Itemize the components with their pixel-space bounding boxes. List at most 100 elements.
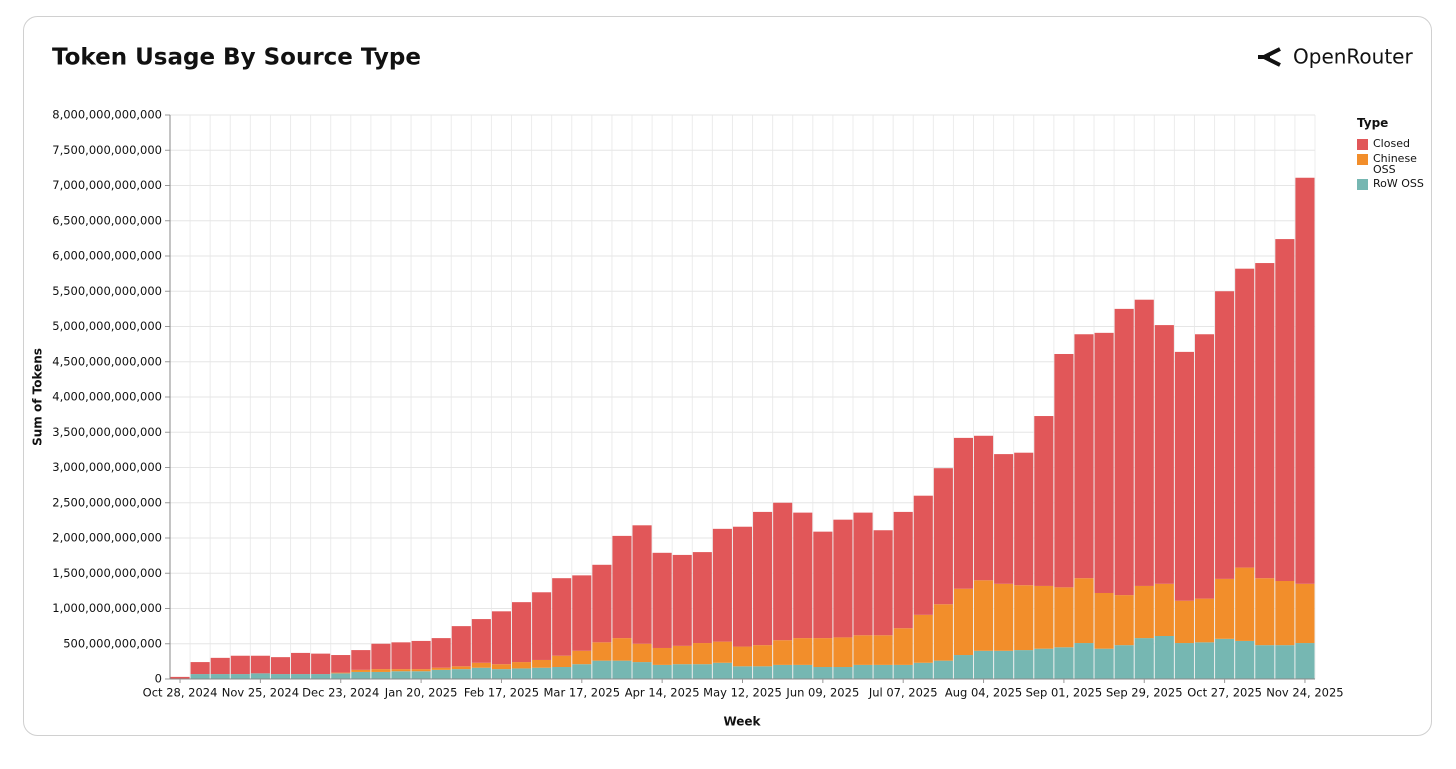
bar-segment [351, 650, 371, 670]
bar-segment [451, 626, 471, 667]
bar-segment [1255, 578, 1275, 646]
bar-segment [552, 578, 572, 656]
x-tick-label: Jul 07, 2025 [868, 686, 938, 700]
x-tick-label: Sep 29, 2025 [1106, 686, 1183, 700]
bar-segment [933, 604, 953, 661]
bar-segment [953, 437, 974, 589]
bar-segment [813, 667, 833, 679]
bar-segment [1094, 592, 1114, 649]
bar-segment [532, 667, 552, 679]
y-tick-label: 4,000,000,000,000 [52, 390, 162, 404]
bar-segment [411, 640, 431, 670]
bar-segment [1094, 648, 1114, 679]
bar-segment [1215, 291, 1235, 579]
y-tick-label: 7,500,000,000,000 [52, 143, 162, 157]
bar-segment [893, 511, 913, 629]
bar-segment [1255, 263, 1275, 579]
bar-segment [1194, 598, 1215, 643]
bar-segment [371, 669, 391, 672]
bar-segment [833, 519, 853, 638]
bar-segment [451, 666, 471, 670]
bar-segment [552, 655, 572, 668]
bar-segment [933, 660, 953, 679]
bar-segment [291, 674, 311, 679]
bar-segment [572, 664, 592, 679]
bar-segment [1014, 452, 1034, 586]
legend-title: Type [1357, 116, 1389, 130]
bar-segment [1275, 581, 1295, 646]
bar-segment [753, 645, 773, 667]
bar-segment [773, 640, 793, 665]
bar-segment [833, 637, 853, 668]
bar-segment [853, 512, 873, 636]
y-tick-label: 3,500,000,000,000 [52, 425, 162, 439]
y-tick-label: 500,000,000,000 [63, 636, 162, 650]
x-tick-label: Oct 28, 2024 [143, 686, 218, 700]
bar-segment [1154, 325, 1174, 584]
bar-segment [632, 643, 652, 663]
bar-segment [391, 669, 411, 672]
x-axis-title: Week [723, 715, 761, 729]
x-tick-label: May 12, 2025 [703, 686, 782, 700]
bar-segment [893, 664, 913, 679]
x-tick-label: Dec 23, 2024 [302, 686, 379, 700]
bar-segment [853, 664, 873, 679]
legend: Type Closed Chinese OSS RoW OSS [1357, 116, 1431, 193]
bar-segment [1054, 353, 1074, 588]
bar-segment [1074, 643, 1094, 679]
bar-segment [1034, 648, 1054, 679]
bar-segment [532, 592, 552, 660]
bar-segment [873, 530, 893, 636]
bar-segment [873, 664, 893, 679]
bar-segment [953, 588, 974, 656]
bar-segment [1134, 638, 1154, 679]
bar-segment [511, 668, 532, 679]
bar-segment [1215, 638, 1235, 679]
y-tick-label: 6,000,000,000,000 [52, 249, 162, 263]
bar-segment [331, 655, 351, 673]
bar-segment [652, 664, 672, 679]
legend-label: Chinese OSS [1373, 152, 1417, 176]
bar-segment [230, 674, 250, 679]
bar-segment [612, 638, 632, 661]
bar-segment [974, 650, 994, 679]
bar-segment [351, 671, 371, 679]
bar-segment [1134, 585, 1154, 639]
bar-segment [1074, 334, 1094, 579]
bar-segment [1215, 578, 1235, 639]
bar-segment [773, 664, 793, 679]
bar-segment [190, 674, 210, 679]
bar-segment [270, 657, 291, 675]
y-tick-label: 7,000,000,000,000 [52, 178, 162, 192]
bar-segment [994, 583, 1014, 651]
bar-segment [672, 554, 692, 646]
bar-segment [411, 671, 431, 679]
y-tick-label: 5,500,000,000,000 [52, 284, 162, 298]
bar-segment [511, 662, 532, 669]
bar-segment [572, 650, 592, 665]
y-tick-label: 2,000,000,000,000 [52, 531, 162, 545]
bar-segment [1154, 583, 1174, 636]
bar-segment [371, 671, 391, 679]
bar-segment [170, 676, 190, 679]
bar-segment [331, 673, 351, 679]
bar-segment [411, 669, 431, 672]
bar-segment [652, 552, 672, 648]
bar-segment [1275, 645, 1295, 679]
bar-segment [491, 669, 511, 679]
bar-segment [592, 642, 612, 661]
bar-segment [672, 645, 692, 665]
bar-segment [1014, 650, 1034, 679]
bar-segment [431, 638, 451, 668]
x-tick-label: Mar 17, 2025 [544, 686, 621, 700]
bar-segment [1235, 567, 1255, 641]
y-tick-label: 1,000,000,000,000 [52, 601, 162, 615]
bar-segment [1014, 585, 1034, 651]
bar-segment [913, 614, 933, 663]
x-tick-label: Feb 17, 2025 [464, 686, 539, 700]
bar-segment [532, 659, 552, 668]
brand: OpenRouter [1293, 45, 1413, 69]
bar-segment [913, 495, 933, 615]
bar-segment [1054, 647, 1074, 679]
